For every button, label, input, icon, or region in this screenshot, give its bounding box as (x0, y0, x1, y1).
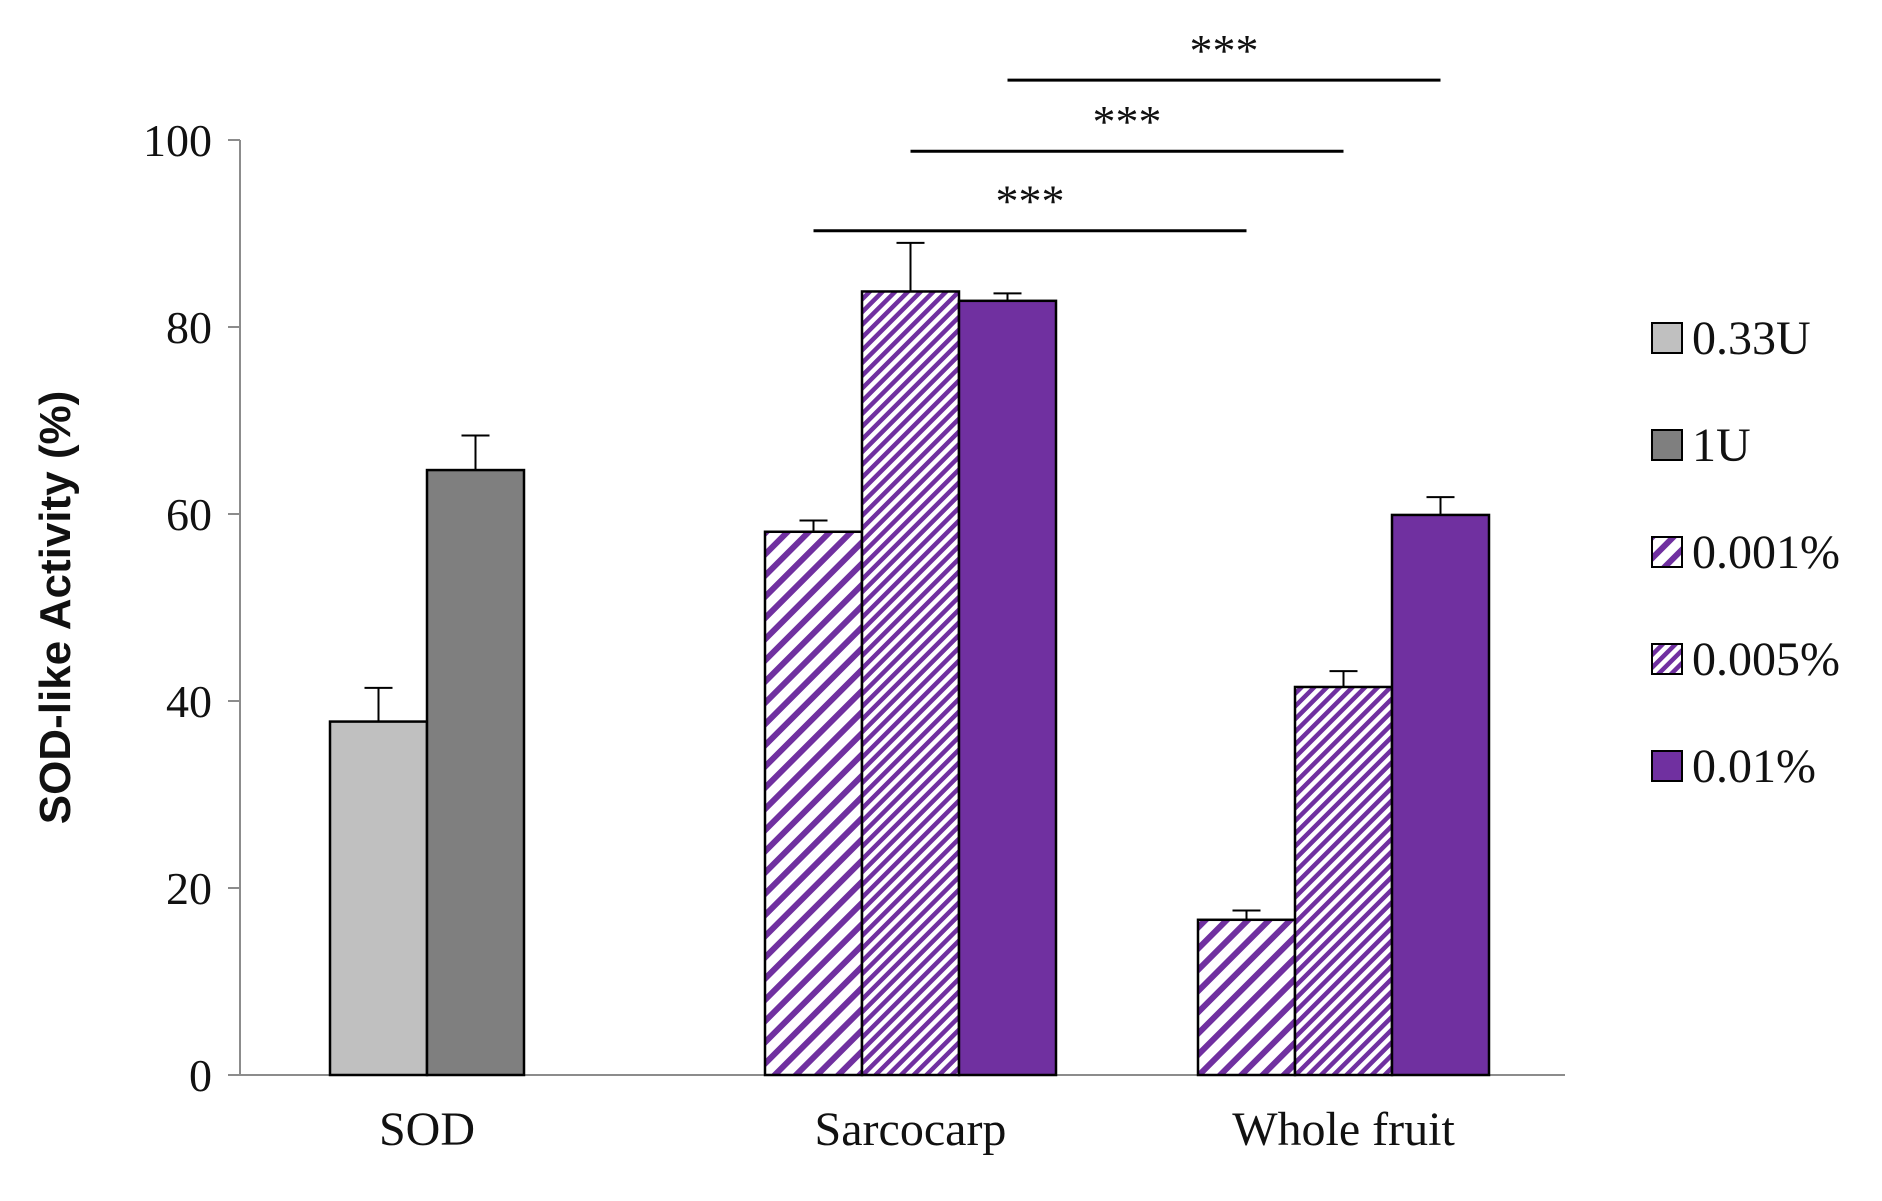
legend-item-1u: 1U (1651, 419, 1751, 472)
legend-swatch (1651, 429, 1683, 461)
legend-label: 0.005% (1692, 633, 1840, 686)
y-tick-label: 0 (189, 1050, 212, 1101)
x-tick-label-sod: SOD (379, 1103, 475, 1156)
legend-label: 0.33U (1692, 312, 1811, 365)
y-tick-label: 20 (166, 863, 212, 914)
significance-label: *** (1190, 25, 1259, 76)
significance-annotations: *** *** *** (813, 25, 1441, 233)
bar-sarcocarp-0-01pct (957, 299, 1058, 1077)
significance-label: *** (996, 176, 1065, 227)
legend-item-0-005pct: 0.005% (1651, 633, 1840, 686)
bar-whole-fruit-0-001pct (1196, 918, 1297, 1077)
bar-sod-0-33u (328, 720, 429, 1077)
legend-swatch (1651, 643, 1683, 675)
legend-item-0-33u: 0.33U (1651, 312, 1811, 365)
bar-sod-1u (425, 468, 526, 1077)
y-axis-label: SOD-like Activity (%) (31, 391, 80, 825)
bars: SOD Sarcocarp Whole fruit (328, 241, 1491, 1156)
bar-sarcocarp-0-001pct (763, 530, 864, 1077)
legend-label: 1U (1692, 419, 1751, 472)
x-tick-label-whole-fruit: Whole fruit (1232, 1103, 1455, 1156)
bar-group-whole-fruit (1196, 496, 1491, 1077)
bar-sarcocarp-0-005pct (860, 290, 961, 1077)
y-tick-label: 80 (166, 302, 212, 353)
significance-label: *** (1093, 96, 1162, 147)
bar-whole-fruit-0-01pct (1390, 513, 1491, 1077)
y-tick-label: 40 (166, 676, 212, 727)
legend-item-0-01pct: 0.01% (1651, 740, 1816, 793)
legend-label: 0.001% (1692, 526, 1840, 579)
bar-group-sarcocarp (763, 241, 1058, 1077)
legend: 0.33U 1U 0.001% 0.005% 0.01% (1651, 312, 1840, 793)
y-tick-label: 60 (166, 489, 212, 540)
legend-label: 0.01% (1692, 740, 1816, 793)
x-tick-label-sarcocarp: Sarcocarp (815, 1103, 1007, 1156)
bar-whole-fruit-0-005pct (1293, 685, 1394, 1077)
y-tick-label: 100 (143, 115, 212, 166)
axes: 0 20 40 60 80 100 SOD-like Activity (%) (31, 115, 1565, 1101)
legend-swatch (1651, 536, 1683, 568)
bar-group-sod (328, 434, 526, 1077)
legend-item-0-001pct: 0.001% (1651, 526, 1840, 579)
legend-swatch (1651, 322, 1683, 354)
legend-swatch (1651, 750, 1683, 782)
